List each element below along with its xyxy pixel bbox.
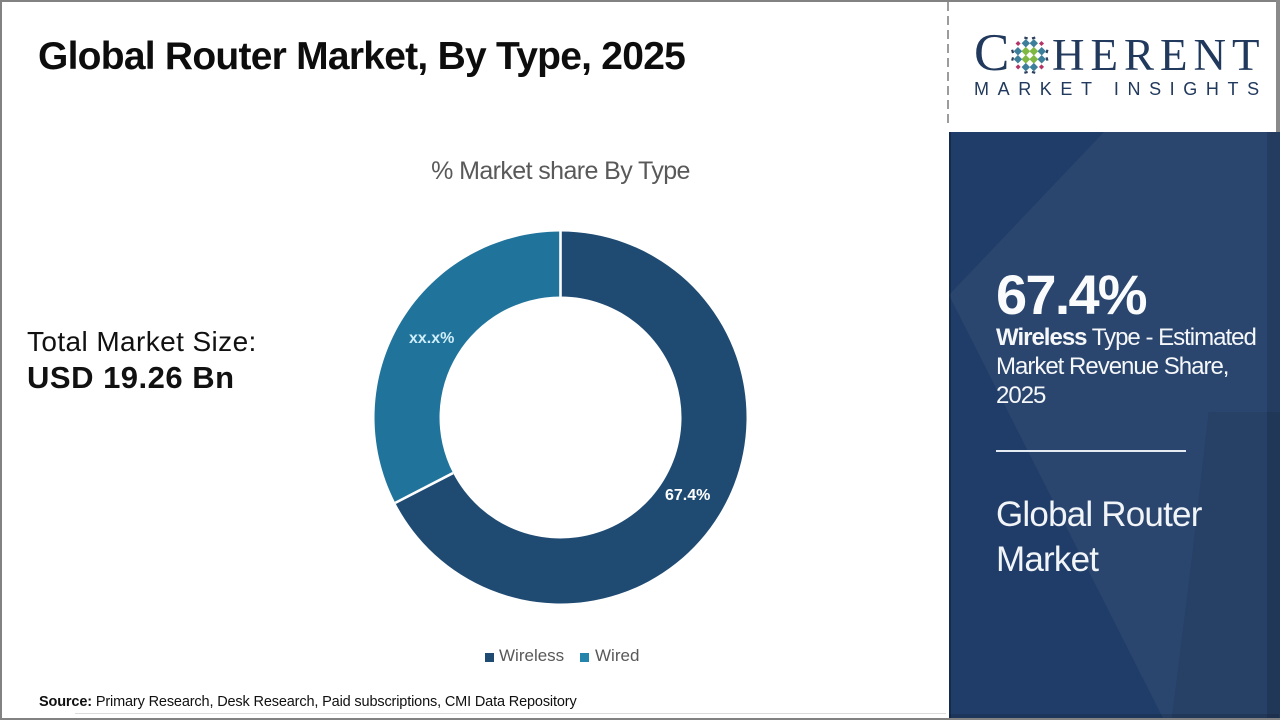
- svg-text:C: C: [974, 24, 1009, 78]
- svg-text:HERENT: HERENT: [1052, 30, 1265, 78]
